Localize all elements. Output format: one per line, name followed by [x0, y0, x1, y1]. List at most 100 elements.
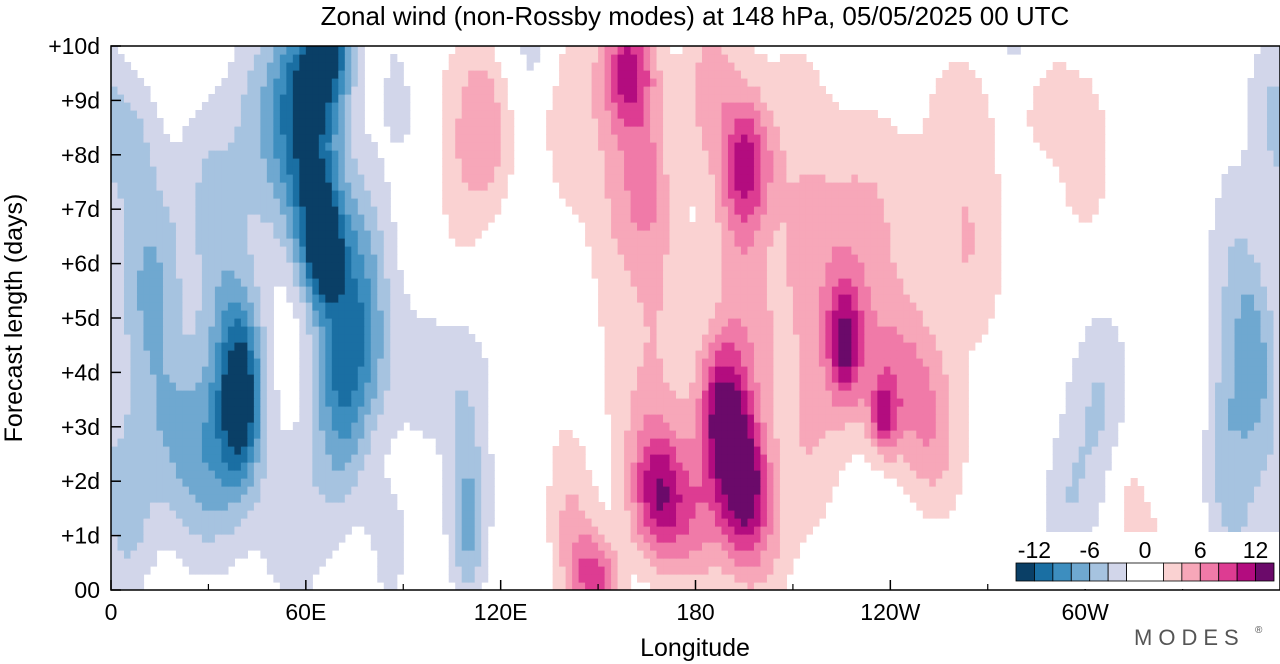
heatmap-cell: [624, 470, 632, 479]
heatmap-cell: [805, 398, 813, 407]
heatmap-cell: [195, 478, 203, 487]
heatmap-cell: [455, 510, 463, 519]
heatmap-cell: [130, 478, 138, 487]
heatmap-cell: [812, 502, 820, 511]
heatmap-cell: [1260, 462, 1268, 471]
heatmap-cell: [585, 526, 593, 535]
heatmap-cell: [792, 414, 801, 423]
heatmap-cell: [714, 510, 723, 519]
heatmap-cell: [1215, 318, 1223, 327]
heatmap-cell: [234, 454, 242, 463]
heatmap-cell: [1221, 454, 1229, 463]
heatmap-cell: [143, 270, 151, 279]
heatmap-cell: [721, 510, 729, 519]
heatmap-cell: [747, 542, 755, 551]
heatmap-cell: [786, 478, 794, 487]
heatmap-cell: [188, 278, 197, 287]
heatmap-cell: [779, 326, 788, 335]
heatmap-cell: [188, 550, 197, 559]
heatmap-cell: [214, 430, 222, 439]
heatmap-cell: [909, 366, 917, 375]
heatmap-cell: [864, 406, 872, 415]
heatmap-cell: [344, 454, 352, 463]
heatmap-cell: [637, 454, 645, 463]
heatmap-cell: [442, 350, 450, 359]
heatmap-cell: [1117, 350, 1125, 359]
heatmap-cell: [240, 326, 248, 335]
heatmap-cell: [422, 326, 430, 335]
heatmap-cell: [714, 486, 723, 495]
heatmap-cell: [143, 374, 151, 383]
heatmap-cell: [689, 262, 697, 271]
heatmap-cell: [1228, 374, 1236, 383]
heatmap-cell: [1241, 422, 1249, 431]
heatmap-cell: [1104, 438, 1112, 447]
heatmap-cell: [961, 430, 969, 439]
heatmap-cell: [312, 254, 320, 263]
heatmap-cell: [753, 358, 762, 367]
heatmap-cell: [169, 246, 177, 255]
heatmap-cell: [578, 494, 586, 503]
heatmap-cell: [195, 342, 203, 351]
heatmap-cell: [753, 430, 762, 439]
heatmap-cell: [136, 358, 145, 367]
heatmap-cell: [890, 358, 898, 367]
heatmap-cell: [221, 350, 229, 359]
heatmap-cell: [338, 462, 346, 471]
heatmap-cell: [585, 470, 593, 479]
heatmap-cell: [364, 318, 372, 327]
heatmap-cell: [162, 534, 171, 543]
heatmap-cell: [740, 502, 749, 511]
heatmap-cell: [942, 494, 950, 503]
heatmap-cell: [935, 318, 943, 327]
heatmap-cell: [663, 406, 671, 415]
heatmap-cell: [1072, 438, 1080, 447]
heatmap-cell: [721, 334, 729, 343]
heatmap-cell: [929, 326, 937, 335]
heatmap-cell: [922, 302, 930, 311]
heatmap-cell: [851, 334, 859, 343]
heatmap-cell: [344, 462, 352, 471]
heatmap-cell: [864, 310, 872, 319]
heatmap-cell: [734, 294, 742, 303]
heatmap-cell: [714, 446, 723, 455]
heatmap-cell: [650, 350, 658, 359]
heatmap-cell: [260, 286, 268, 295]
heatmap-cell: [916, 422, 924, 431]
heatmap-cell: [669, 486, 677, 495]
heatmap-cell: [1247, 334, 1255, 343]
heatmap-cell: [370, 534, 378, 543]
heatmap-cell: [1273, 286, 1280, 295]
heatmap-cell: [727, 582, 736, 590]
heatmap-cell: [870, 342, 878, 351]
heatmap-cell: [455, 398, 463, 407]
heatmap-cell: [143, 446, 151, 455]
heatmap-cell: [734, 566, 742, 575]
heatmap-cell: [111, 526, 119, 535]
heatmap-cell: [1208, 406, 1216, 415]
heatmap-cell: [461, 526, 469, 535]
heatmap-cell: [474, 478, 482, 487]
heatmap-cell: [481, 510, 489, 519]
heatmap-cell: [260, 542, 268, 551]
heatmap-cell: [377, 326, 385, 335]
heatmap-cell: [338, 278, 346, 287]
heatmap-cell: [682, 406, 690, 415]
heatmap-cell: [909, 294, 917, 303]
heatmap-cell: [1228, 470, 1236, 479]
heatmap-cell: [1085, 454, 1093, 463]
heatmap-cell: [903, 374, 911, 383]
heatmap-cell: [669, 398, 677, 407]
heatmap-cell: [747, 398, 755, 407]
heatmap-cell: [676, 518, 684, 527]
heatmap-cell: [292, 270, 300, 279]
heatmap-cell: [162, 398, 171, 407]
heatmap-cell: [734, 406, 742, 415]
heatmap-cell: [429, 414, 437, 423]
heatmap-cell: [812, 430, 820, 439]
heatmap-cell: [831, 318, 839, 327]
heatmap-cell: [1208, 446, 1216, 455]
heatmap-cell: [143, 294, 151, 303]
heatmap-cell: [227, 430, 235, 439]
heatmap-cell: [370, 406, 378, 415]
